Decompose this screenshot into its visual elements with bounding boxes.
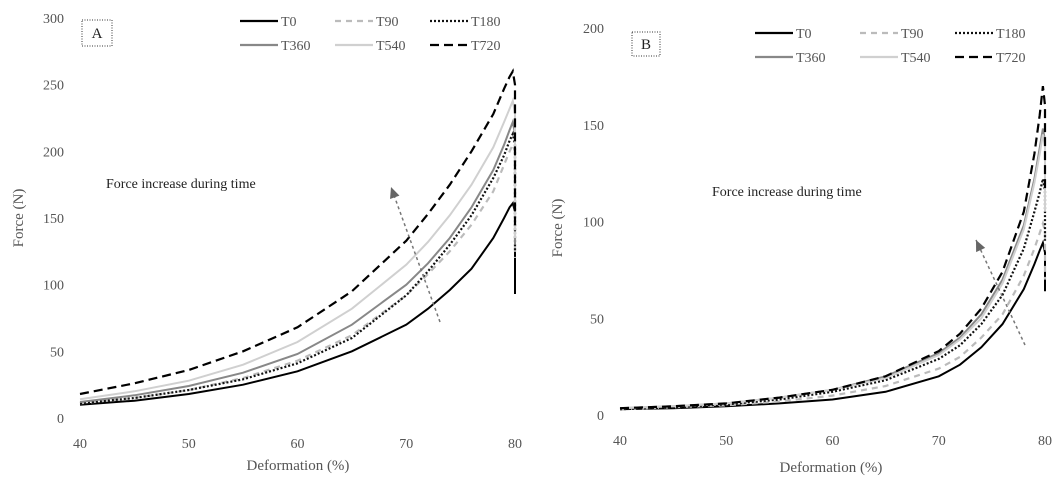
panel-b-y-tick-label: 100 xyxy=(583,216,604,231)
panel-b-y-tick-label: 200 xyxy=(583,22,604,37)
panel-a-series-t360 xyxy=(79,118,516,403)
panel-b-ticks: 0 50 100 150 200 40 50 60 70 80 xyxy=(583,22,1052,449)
panel-a-legend-label-t180: T180 xyxy=(471,15,501,30)
panel-b-legend-label-t180: T180 xyxy=(996,27,1026,42)
panel-a-y-tick-label: 150 xyxy=(43,212,64,227)
panel-a-series-t0 xyxy=(79,201,516,406)
panel-b-series-layer xyxy=(619,85,1047,411)
panel-b-x-tick-label: 60 xyxy=(826,434,840,449)
panel-a-series-layer xyxy=(79,68,517,406)
panel-a-y-tick-label: 200 xyxy=(43,145,64,160)
panel-b-label-box xyxy=(631,31,661,57)
panel-a-arrow-head xyxy=(390,187,400,200)
panel-b-series-t0 xyxy=(619,239,1046,411)
panel-a-legend-label-t720: T720 xyxy=(471,39,501,54)
panel-a-legend-label-t360: T360 xyxy=(281,39,311,54)
panel-a-series-t720 xyxy=(79,68,517,396)
panel-a-series-t180 xyxy=(79,130,517,405)
panel-b-y-tick-label: 150 xyxy=(583,119,604,134)
panel-b-y-tick-label: 50 xyxy=(590,312,604,327)
panel-b-legend-label-t0: T0 xyxy=(796,27,812,42)
panel-b-x-tick-label: 50 xyxy=(719,434,733,449)
panel-a-y-tick-label: 300 xyxy=(43,12,64,27)
panel-a-y-tick-label: 100 xyxy=(43,279,64,294)
panel-a-label: A xyxy=(92,26,103,42)
panel-a-legend: T0 T90 T180 T360 T540 T720 xyxy=(240,15,501,54)
panel-a-annotation: Force increase during time xyxy=(106,177,256,192)
panel-b-annotation: Force increase during time xyxy=(712,185,862,200)
chart-panel-a: A 0 50 100 150 200 250 300 40 50 60 70 80 T0 T90 T180… xyxy=(11,12,522,474)
panel-b-arrow-shaft xyxy=(975,239,1026,346)
panel-a-label-box xyxy=(81,19,113,47)
panel-b-x-tick-label: 40 xyxy=(613,434,627,449)
panel-a-x-tick-label: 70 xyxy=(399,437,413,452)
panel-b-legend-label-t540: T540 xyxy=(901,51,931,66)
panel-b-legend-label-t90: T90 xyxy=(901,27,924,42)
panel-a-y-tick-label: 0 xyxy=(57,412,64,427)
panel-b-series-t90 xyxy=(619,219,1047,411)
panel-b-legend-label-t720: T720 xyxy=(996,51,1026,66)
panel-b-series-t180 xyxy=(619,178,1047,411)
panel-b-legend-label-t360: T360 xyxy=(796,51,826,66)
panel-b-x-tick-label: 80 xyxy=(1038,434,1052,449)
panel-b-legend: T0 T90 T180 T360 T540 T720 xyxy=(755,27,1026,66)
panel-b-series-t720 xyxy=(619,85,1047,410)
panel-b-x-axis-title: Deformation (%) xyxy=(780,460,883,476)
panel-a-trend-arrow xyxy=(390,186,441,323)
panel-a-legend-label-t90: T90 xyxy=(376,15,399,30)
panel-a-x-tick-label: 50 xyxy=(182,437,196,452)
panel-a-y-axis-title: Force (N) xyxy=(11,189,27,248)
panel-a-legend-label-t0: T0 xyxy=(281,15,297,30)
panel-a-x-axis-title: Deformation (%) xyxy=(247,458,350,474)
panel-b-y-tick-label: 0 xyxy=(597,409,604,424)
panel-a-y-tick-label: 250 xyxy=(43,79,64,94)
panel-a-x-tick-label: 80 xyxy=(508,437,522,452)
panel-b-trend-arrow xyxy=(975,239,1026,346)
chart-panel-b: B 0 50 100 150 200 40 50 60 70 80 T0 T90 T180 T360 T5… xyxy=(550,22,1052,476)
panel-b-arrow-head xyxy=(976,240,986,253)
panel-a-legend-label-t540: T540 xyxy=(376,39,406,54)
panel-a-x-tick-label: 40 xyxy=(73,437,87,452)
panel-a-series-t540 xyxy=(79,97,516,401)
panel-a-x-tick-label: 60 xyxy=(291,437,305,452)
panel-b-x-tick-label: 70 xyxy=(932,434,946,449)
panel-b-y-axis-title: Force (N) xyxy=(550,199,566,258)
panel-b-label: B xyxy=(641,37,651,53)
panel-a-y-tick-label: 50 xyxy=(50,345,64,360)
panel-a-ticks: 0 50 100 150 200 250 300 40 50 60 70 80 xyxy=(43,12,522,452)
